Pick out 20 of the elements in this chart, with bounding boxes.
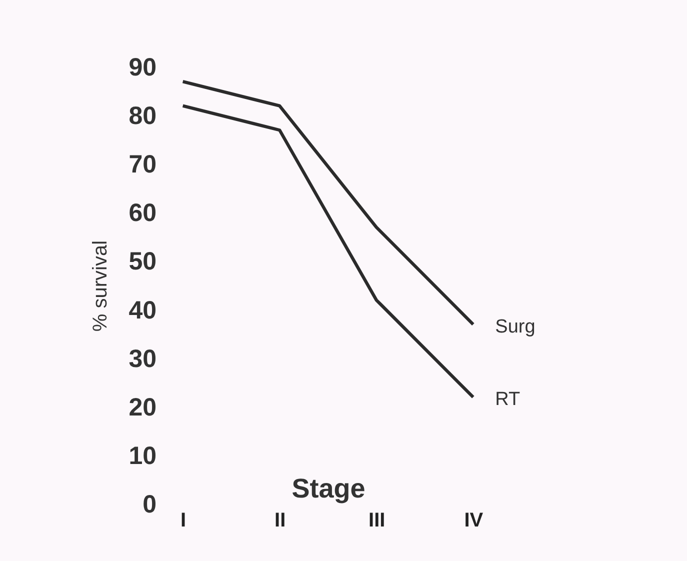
x-tick-label: III bbox=[368, 510, 386, 532]
y-tick-label: 30 bbox=[128, 344, 156, 373]
line-series bbox=[181, 80, 475, 326]
x-axis-title: Stage bbox=[292, 474, 366, 504]
y-tick-label: 60 bbox=[128, 199, 156, 228]
x-tick-label: II bbox=[274, 510, 286, 532]
y-tick-label: 90 bbox=[128, 54, 156, 82]
y-tick-label: 50 bbox=[128, 248, 156, 276]
y-tick-label: 40 bbox=[128, 296, 156, 324]
y-tick-label: 70 bbox=[128, 150, 156, 179]
series-label: Surg bbox=[495, 316, 536, 338]
y-tick-label: 0 bbox=[142, 490, 156, 518]
y-tick-label: 10 bbox=[128, 442, 156, 470]
y-tick-label: 80 bbox=[128, 102, 156, 130]
line-series bbox=[181, 104, 475, 399]
y-axis-title: % survival bbox=[90, 240, 112, 332]
series-label: RT bbox=[495, 389, 521, 410]
y-tick-label: 20 bbox=[128, 393, 156, 422]
x-tick-label: IV bbox=[464, 510, 484, 532]
x-tick-label: I bbox=[180, 510, 186, 532]
